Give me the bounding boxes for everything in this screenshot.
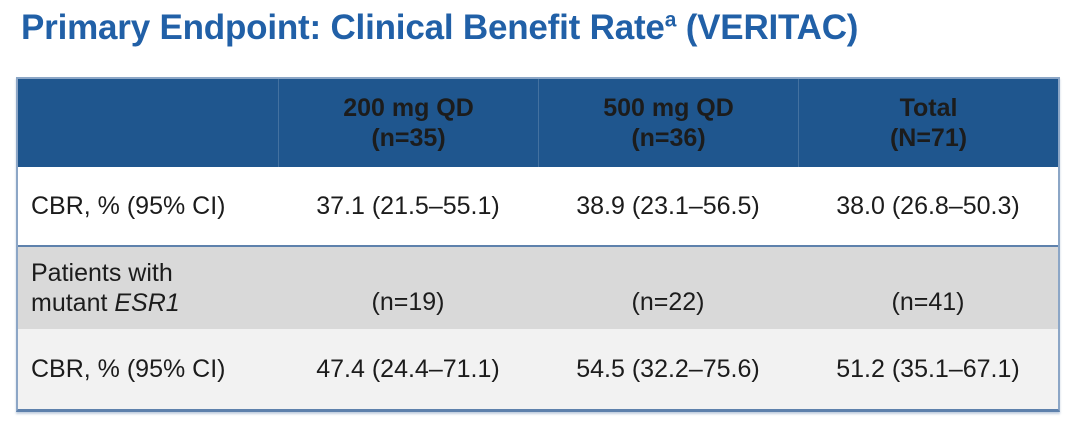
row-label-mutant-esr1: Patients with mutant ESR1 (18, 247, 278, 329)
header-cell-empty (18, 79, 278, 167)
header-200mg-dose: 200 mg QD (343, 94, 474, 122)
mutant-esr1-label-line1: Patients with (31, 259, 173, 287)
cell-mutant-esr1-total-n: (n=41) (891, 288, 965, 316)
table-row-cbr-mutant: CBR, % (95% CI) 47.4 (24.4–71.1) 54.5 (3… (18, 329, 1058, 409)
page-title: Primary Endpoint: Clinical Benefit Ratea… (21, 8, 858, 48)
page-title-footnote-marker: a (664, 8, 677, 32)
cell-cbr-mutant-500mg: 54.5 (32.2–75.6) (576, 354, 760, 383)
header-cell-500mg: 500 mg QD (n=36) (538, 79, 798, 167)
header-total-n: (N=71) (889, 124, 968, 152)
table-row-cbr-all: CBR, % (95% CI) 37.1 (21.5–55.1) 38.9 (2… (18, 167, 1058, 247)
table-header-row: 200 mg QD (n=35) 500 mg QD (n=36) Total … (18, 79, 1058, 167)
cbr-results-table: 200 mg QD (n=35) 500 mg QD (n=36) Total … (16, 77, 1060, 412)
header-cell-total: Total (N=71) (798, 79, 1058, 167)
header-total-label: Total (899, 94, 958, 122)
cell-mutant-esr1-500mg-n: (n=22) (631, 288, 705, 316)
cell-cbr-all-200mg: 37.1 (21.5–55.1) (316, 191, 500, 220)
table-row-mutant-esr1: Patients with mutant ESR1 (n=19) (n=22) … (18, 247, 1058, 329)
mutant-esr1-label-prefix: mutant (31, 289, 115, 317)
header-500mg-dose: 500 mg QD (603, 94, 734, 122)
mutant-esr1-label-line2: mutant ESR1 (31, 288, 180, 318)
cell-cbr-all-500mg: 38.9 (23.1–56.5) (576, 191, 760, 220)
cell-cbr-mutant-total: 51.2 (35.1–67.1) (836, 354, 1020, 383)
row-label-cbr-all: CBR, % (95% CI) (31, 191, 226, 220)
header-cell-200mg: 200 mg QD (n=35) (278, 79, 538, 167)
header-200mg-n: (n=35) (371, 124, 446, 152)
esr1-gene-name: ESR1 (114, 289, 180, 317)
header-500mg-n: (n=36) (631, 124, 706, 152)
cell-mutant-esr1-200mg-n: (n=19) (371, 288, 445, 316)
page-title-suffix: (VERITAC) (676, 8, 859, 47)
page-title-text: Primary Endpoint: Clinical Benefit Rate (21, 8, 665, 47)
row-label-cbr-mutant: CBR, % (95% CI) (31, 354, 226, 383)
cell-cbr-all-total: 38.0 (26.8–50.3) (836, 191, 1020, 220)
cell-cbr-mutant-200mg: 47.4 (24.4–71.1) (316, 354, 500, 383)
